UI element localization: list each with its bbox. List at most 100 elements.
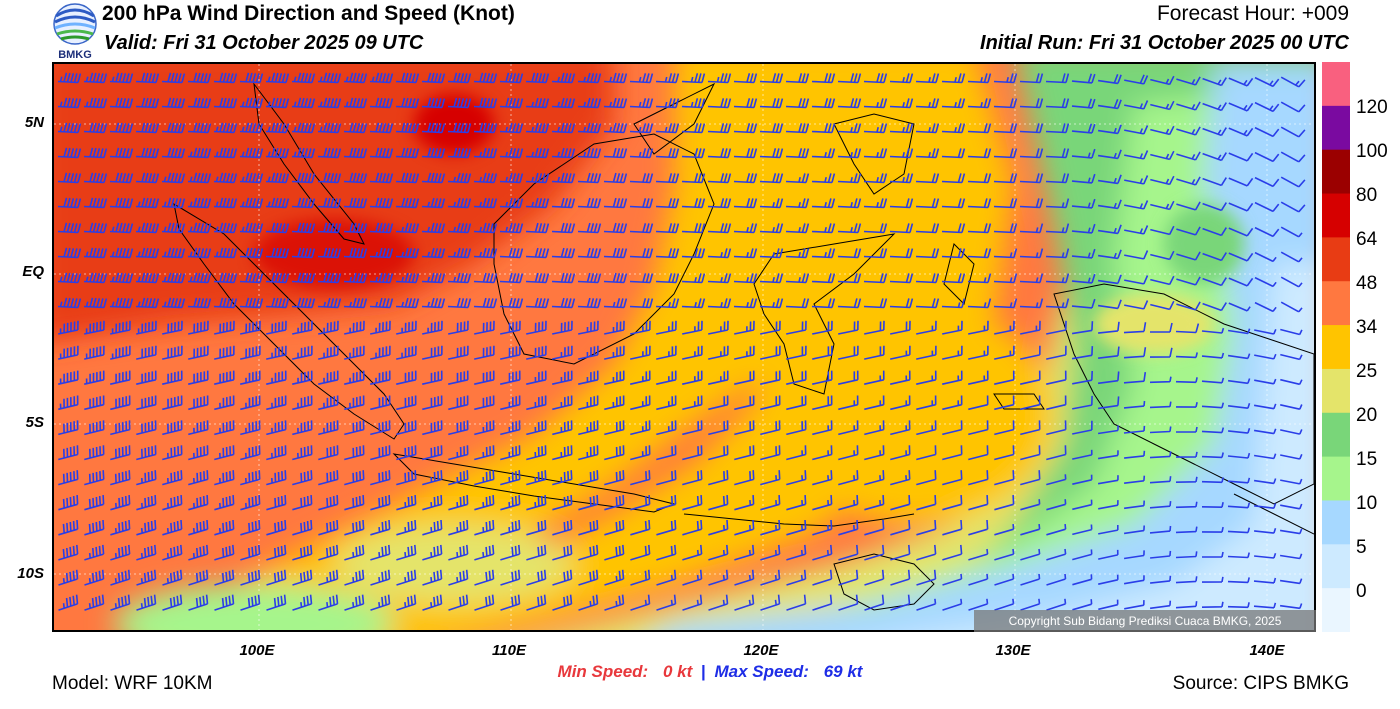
wind-barb <box>1150 150 1175 161</box>
wind-map-canvas <box>54 64 1314 630</box>
wind-barb <box>733 98 758 109</box>
wind-barb <box>240 445 261 461</box>
wind-barb <box>1201 377 1225 384</box>
wind-barb <box>733 298 758 309</box>
wind-barb <box>266 519 287 536</box>
wind-barb <box>707 248 732 259</box>
wind-barb <box>734 320 755 335</box>
wind-barb <box>422 569 443 586</box>
wind-barb <box>422 370 443 385</box>
wind-barb <box>1254 226 1280 238</box>
wind-barb <box>317 197 342 209</box>
wind-barb <box>57 247 82 259</box>
wind-barb <box>526 395 547 411</box>
wind-barb <box>890 345 911 360</box>
wind-barb <box>473 272 498 284</box>
wind-barb <box>1254 301 1277 313</box>
wind-barb <box>786 395 807 411</box>
wind-barb <box>655 298 680 309</box>
wind-barb <box>136 544 157 561</box>
wind-barb <box>110 320 131 335</box>
wind-barb <box>188 495 209 511</box>
wind-barb <box>214 519 235 536</box>
wind-barb <box>1020 598 1041 611</box>
wind-barb <box>967 223 992 234</box>
wind-barb <box>83 97 108 109</box>
wind-barb <box>1046 320 1067 335</box>
colorbar-label-5: 5 <box>1356 537 1367 558</box>
wind-barb <box>109 272 134 284</box>
wind-barb <box>682 370 703 385</box>
wind-barb <box>1254 353 1277 360</box>
wind-barb <box>213 272 238 284</box>
wind-barb <box>656 519 677 536</box>
wind-barb <box>603 222 628 234</box>
wind-barb <box>707 173 732 184</box>
wind-barb <box>838 370 859 385</box>
wind-barb <box>447 197 472 209</box>
wind-barb <box>474 495 495 511</box>
wind-barb <box>292 345 313 360</box>
wind-barb <box>1123 400 1146 409</box>
wind-barb <box>1123 500 1145 510</box>
wind-barb <box>603 272 628 284</box>
wind-barb <box>422 519 443 536</box>
wind-barb <box>786 495 807 511</box>
wind-barb <box>109 122 134 134</box>
wind-barb <box>500 395 521 411</box>
wind-barb <box>837 73 862 84</box>
wind-barb <box>1280 378 1303 386</box>
lat-label-5n: 5N <box>24 114 44 131</box>
wind-barb <box>604 470 625 486</box>
wind-barb <box>942 345 963 360</box>
wind-barb <box>811 273 836 284</box>
wind-barb <box>214 445 235 461</box>
wind-barb <box>499 297 524 309</box>
wind-barb <box>448 370 469 385</box>
wind-barb <box>344 544 365 561</box>
colorbar <box>1322 62 1350 633</box>
wind-barb <box>630 519 651 536</box>
wind-barb <box>993 148 1018 159</box>
wind-barb <box>552 395 573 411</box>
wind-barb <box>1175 526 1198 534</box>
wind-barb <box>500 495 521 511</box>
wind-barb <box>837 273 862 284</box>
wind-barb <box>1150 322 1173 333</box>
wind-barb <box>837 223 862 234</box>
wind-barb <box>1176 201 1201 211</box>
wind-barb <box>837 248 862 259</box>
wind-barb <box>603 122 628 134</box>
copyright-notice: Copyright Sub Bidang Prediksi Cuaca BMKG… <box>974 610 1316 632</box>
wind-barb <box>57 172 82 184</box>
wind-barb <box>370 445 391 461</box>
wind-barb <box>1046 420 1067 436</box>
wind-barb <box>525 147 550 159</box>
wind-barb <box>84 544 105 561</box>
wind-barb <box>786 569 807 586</box>
wind-barb <box>864 470 885 486</box>
wind-barb <box>890 495 911 511</box>
wind-barb <box>318 370 339 385</box>
wind-barb <box>500 445 521 461</box>
wind-barb <box>838 569 859 586</box>
wind-barb <box>448 495 469 511</box>
wind-barb <box>239 147 264 159</box>
wind-barb <box>864 569 885 586</box>
wind-barb <box>265 147 290 159</box>
wind-barb <box>83 122 108 134</box>
wind-barb <box>1254 176 1280 188</box>
wind-barb <box>110 495 131 511</box>
wind-barb <box>1227 602 1250 609</box>
wind-barb <box>1046 573 1067 586</box>
wind-barb <box>889 248 914 259</box>
wind-barb <box>1149 376 1172 384</box>
wind-barb <box>135 97 160 109</box>
wind-barb <box>1150 250 1175 261</box>
wind-barb <box>915 223 940 234</box>
wind-barb <box>786 370 807 385</box>
wind-barb <box>1254 552 1277 559</box>
wind-barb <box>1201 427 1225 434</box>
wind-barb <box>967 148 992 159</box>
wind-barb <box>1228 403 1251 409</box>
